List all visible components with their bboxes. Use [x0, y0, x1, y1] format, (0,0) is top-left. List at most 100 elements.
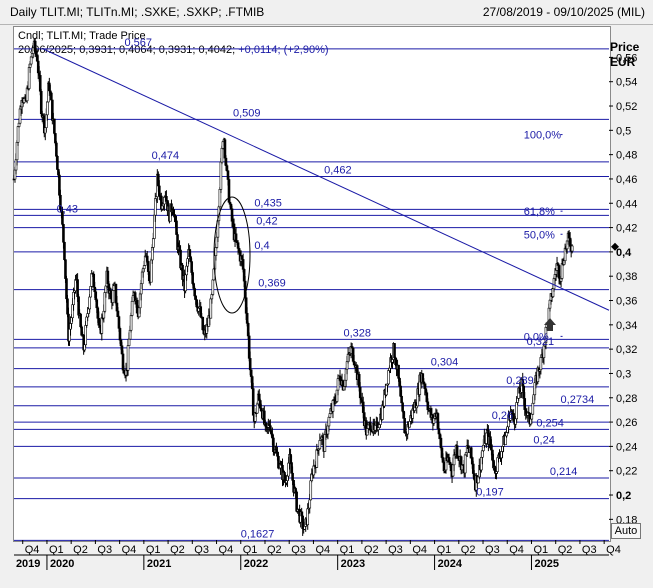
fib-label: 100,0% — [524, 130, 562, 142]
x-quarter-label: Q2 — [364, 544, 379, 556]
candle-body — [241, 259, 245, 270]
candle-body — [194, 295, 197, 301]
candle-body — [490, 444, 493, 451]
level-label: 0,4 — [254, 240, 269, 252]
candle-body — [130, 300, 134, 316]
x-quarter-label: Q2 — [170, 544, 185, 556]
candle-body — [84, 325, 87, 346]
candle-body — [193, 288, 196, 297]
candle-body — [327, 416, 331, 427]
candle-body — [62, 224, 65, 243]
candle-body — [219, 161, 223, 190]
x-quarter-label: Q4 — [25, 544, 40, 556]
y-tick-label: 0,4 — [616, 247, 632, 259]
candle-body — [539, 357, 543, 371]
candles — [12, 37, 574, 536]
x-quarter-label: Q1 — [340, 544, 355, 556]
level-label: 0,435 — [254, 197, 282, 209]
candle-body — [358, 386, 362, 399]
candle-body — [401, 402, 404, 412]
candle-body — [455, 445, 459, 457]
candle-body — [146, 261, 150, 272]
y-tick-label: 0,54 — [616, 77, 637, 89]
candle-body — [251, 388, 255, 416]
last-price-marker — [611, 242, 619, 251]
x-year-label: 2022 — [244, 558, 268, 570]
x-year-label: 2023 — [341, 558, 365, 570]
title-bar: Daily TLIT.MI; TLITn.MI; .SXKE; .SXKP; .… — [0, 0, 653, 25]
y-tick-label: 0,56 — [616, 52, 637, 64]
y-tick-label: 0,36 — [616, 296, 637, 308]
y-tick-label: 0,38 — [616, 271, 637, 283]
x-quarter-label: Q4 — [122, 544, 137, 556]
legend-change: +0,0114; (+2,90%) — [238, 44, 329, 56]
level-label: 0,26 — [492, 410, 513, 422]
candle-body — [126, 345, 130, 371]
y-tick-label: 0,48 — [616, 150, 637, 162]
candle-body — [29, 56, 33, 65]
candle-body — [151, 238, 155, 248]
x-quarter-label: Q3 — [582, 544, 597, 556]
candle-body — [523, 398, 527, 410]
candle-body — [165, 196, 168, 201]
y-tick-label: 0,34 — [616, 320, 637, 332]
candle-body — [56, 155, 59, 170]
candle-body — [469, 447, 473, 458]
x-year-label: 2025 — [534, 558, 558, 570]
candle-body — [439, 437, 443, 449]
level-label: 0,474 — [152, 150, 180, 162]
candle-body — [265, 422, 268, 428]
candle-body — [214, 247, 218, 256]
candle-body — [531, 402, 535, 415]
level-label: 0,369 — [258, 278, 286, 290]
candle-body — [129, 315, 133, 331]
y-tick-label: 0,46 — [616, 174, 637, 186]
level-label: 0,42 — [256, 216, 277, 228]
y-tick-label: 0,26 — [616, 417, 637, 429]
y-tick-label: 0,42 — [616, 223, 637, 235]
level-label: 0,2734 — [561, 394, 595, 406]
price-axis[interactable]: Price EUR — [610, 26, 653, 540]
level-label: 0,509 — [233, 107, 261, 119]
level-label: 0,289 — [506, 375, 534, 387]
x-axis: Q4 Q1 Q2 Q3 Q4 Q1 Q2 Q3 Q4 Q1 Q2 Q3 Q4 Q1 Q2 Q3 Q4 Q1 Q2 Q3… — [14, 540, 621, 570]
candle-body — [38, 75, 42, 92]
x-year-label: 2020 — [50, 558, 74, 570]
price-axis-title: Price — [610, 40, 640, 54]
x-quarter-label: Q4 — [219, 544, 234, 556]
x-quarter-label: Q4 — [315, 544, 330, 556]
x-quarter-label: Q1 — [243, 544, 258, 556]
candle-body — [135, 299, 139, 314]
candle-body — [570, 245, 574, 252]
y-tick-label: 0,32 — [616, 344, 637, 356]
x-quarter-label: Q2 — [267, 544, 282, 556]
x-quarter-label: Q3 — [388, 544, 403, 556]
x-quarter-label: Q1 — [533, 544, 548, 556]
legend-series-line: Cndl; TLIT.MI; Trade Price — [18, 30, 146, 42]
x-quarter-label: Q1 — [146, 544, 161, 556]
x-quarter-label: Q4 — [509, 544, 524, 556]
fib-label: 0,0% — [524, 331, 549, 343]
candle-body — [88, 296, 92, 310]
date-range-label: 27/08/2019 - 09/10/2025 (MIL) — [482, 5, 645, 19]
x-quarter-label: Q3 — [97, 544, 112, 556]
y-tick-label: 0,3 — [616, 368, 631, 380]
x-quarter-label: Q3 — [291, 544, 306, 556]
candle-body — [63, 241, 66, 260]
candle-body — [295, 491, 298, 512]
candle-body — [145, 255, 149, 262]
x-quarter-label: Q1 — [437, 544, 452, 556]
y-tick-label: 0,24 — [616, 441, 637, 453]
time-axis[interactable] — [13, 541, 609, 587]
y-tick-label: 0,52 — [616, 101, 637, 113]
up-arrow-icon — [544, 318, 556, 331]
candle-body — [220, 147, 224, 163]
y-tick-label: 0,5 — [616, 125, 631, 137]
candle-body — [55, 142, 58, 157]
auto-scale-button[interactable]: Auto — [611, 523, 641, 539]
x-quarter-label: Q1 — [49, 544, 64, 556]
y-tick-label: 0,2 — [616, 490, 631, 502]
x-quarter-label: Q2 — [73, 544, 88, 556]
candle-body — [272, 437, 275, 452]
level-label: 0,462 — [324, 165, 352, 177]
